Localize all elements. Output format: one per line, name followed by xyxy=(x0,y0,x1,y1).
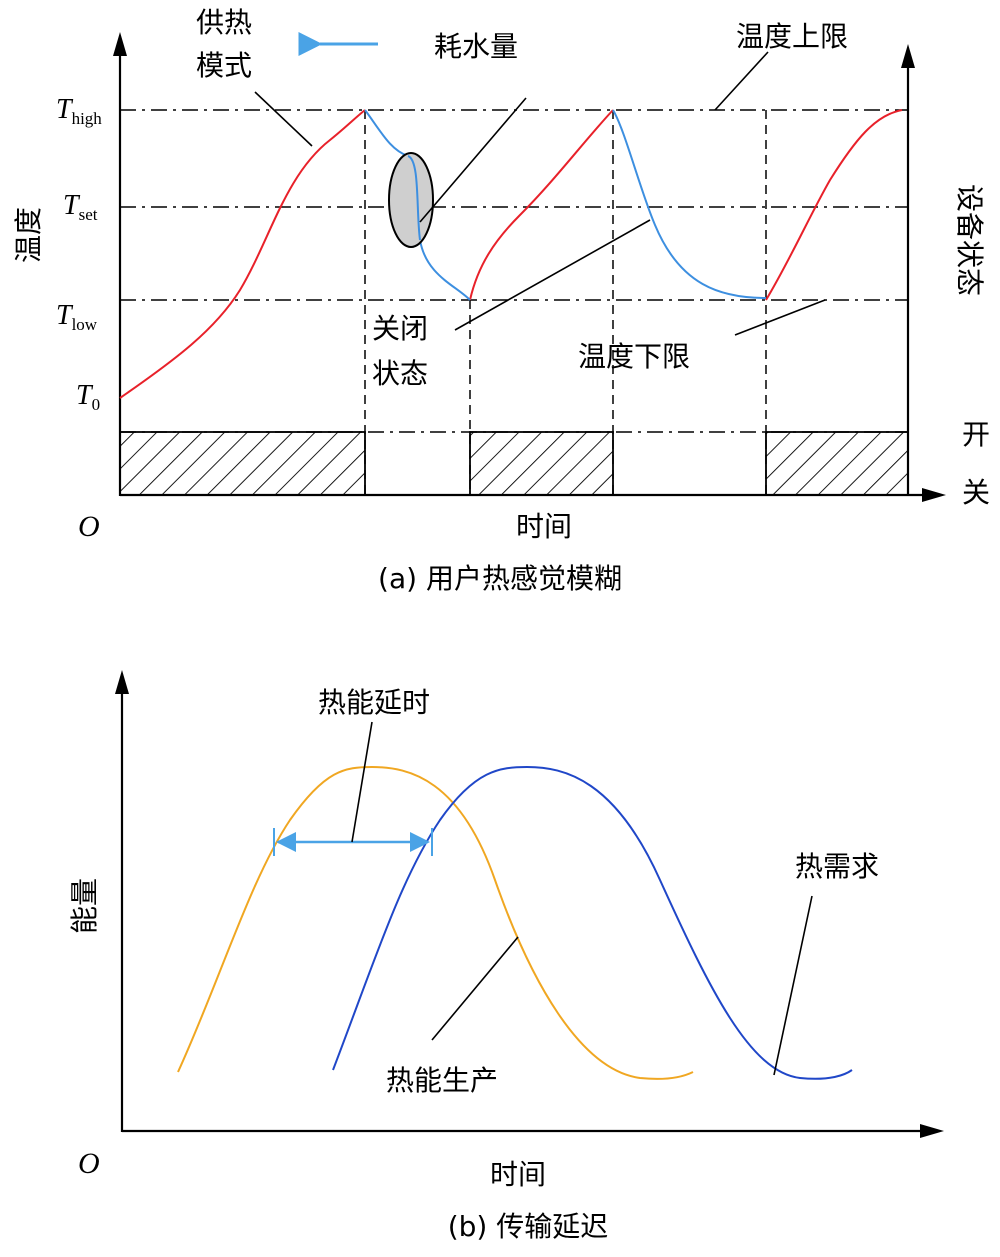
a-y-axis-label: 温度 xyxy=(12,207,45,263)
a-heating-mode-line1: 供热 xyxy=(196,6,252,39)
b-production-curve xyxy=(177,765,694,1080)
a-water-usage-label: 耗水量 xyxy=(434,30,518,63)
a-x-axis-label: 时间 xyxy=(516,510,572,543)
a-leader-off xyxy=(454,219,651,331)
a-switch-label-off: 关 xyxy=(962,476,990,509)
a-cooling-curve-2 xyxy=(612,109,767,299)
a-upper-limit-label: 温度上限 xyxy=(736,20,848,53)
a-ellipse-curve-overlay xyxy=(407,155,421,241)
a-off-state-line2: 状态 xyxy=(372,357,428,390)
a-tick-tlow: Tlow xyxy=(56,300,98,334)
a-water-usage-ellipse xyxy=(388,152,434,248)
a-heating-mode-line2: 模式 xyxy=(196,49,252,82)
a-on-block-2 xyxy=(469,431,614,496)
b-leader-demand xyxy=(773,895,813,1076)
b-y-axis-arrowhead xyxy=(115,670,129,694)
a-leader-lower xyxy=(734,299,826,336)
a-on-block-3 xyxy=(765,431,909,496)
a-switch-label-on: 开 xyxy=(962,418,990,451)
b-y-axis-label: 能量 xyxy=(68,878,101,934)
a-y-axis-arrowhead xyxy=(113,32,127,56)
b-demand-curve xyxy=(332,765,853,1080)
b-leader-delay xyxy=(351,721,373,843)
a-leader-upper xyxy=(714,51,769,111)
b-delay-label: 热能延时 xyxy=(318,686,430,719)
b-x-axis-label: 时间 xyxy=(490,1158,546,1191)
a-off-state-line1: 关闭 xyxy=(372,312,428,345)
a-leader-water xyxy=(419,97,527,223)
a-origin: O xyxy=(78,510,100,543)
a-heating-curve-3 xyxy=(765,109,903,301)
a-tick-tset: Tset xyxy=(63,190,98,224)
a-on-block-1 xyxy=(119,431,366,496)
a-heating-curve-1 xyxy=(119,109,366,399)
b-demand-label: 热需求 xyxy=(795,850,879,883)
a-heating-curve-2 xyxy=(469,109,614,301)
b-x-axis-arrowhead xyxy=(920,1124,944,1138)
a-right-axis-label: 设备状态 xyxy=(953,184,986,296)
b-caption: (b) 传输延迟 xyxy=(448,1210,609,1243)
b-origin: O xyxy=(78,1147,100,1180)
a-lower-limit-label: 温度下限 xyxy=(578,340,690,373)
panel-a: Thigh Tset Tlow T0 O 时间 温度 设备状态 开 关 供热 模… xyxy=(12,6,990,595)
a-right-axis-arrowhead xyxy=(901,44,915,68)
a-leader-heating xyxy=(254,91,313,147)
a-tick-thigh: Thigh xyxy=(56,94,102,128)
b-leader-production xyxy=(431,936,519,1041)
panel-b: 热能延时 热需求 热能生产 O 时间 能量 (b) 传输延迟 xyxy=(68,670,944,1243)
a-caption: (a) 用户热感觉模糊 xyxy=(378,562,622,595)
a-tick-t0: T0 xyxy=(76,380,100,414)
b-production-label: 热能生产 xyxy=(386,1064,498,1097)
a-x-axis-arrowhead xyxy=(922,488,946,502)
